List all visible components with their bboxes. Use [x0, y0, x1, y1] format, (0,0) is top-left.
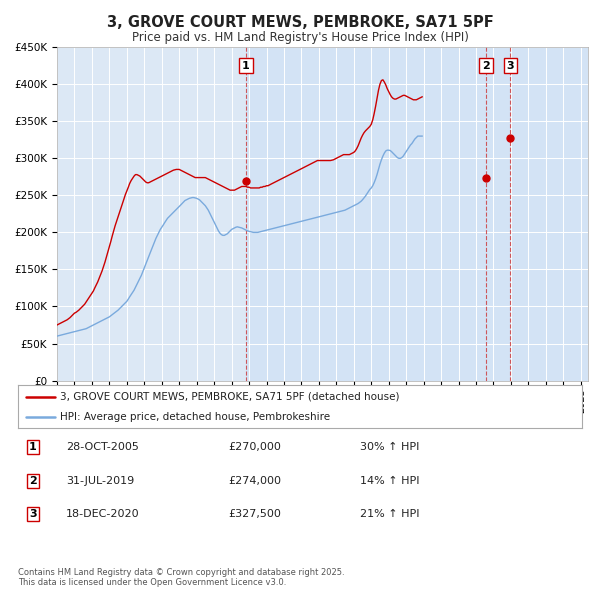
Text: 30% ↑ HPI: 30% ↑ HPI — [360, 442, 419, 452]
Text: 1: 1 — [29, 442, 37, 452]
Text: 14% ↑ HPI: 14% ↑ HPI — [360, 476, 419, 486]
Text: £274,000: £274,000 — [228, 476, 281, 486]
Text: 21% ↑ HPI: 21% ↑ HPI — [360, 510, 419, 519]
Text: 3, GROVE COURT MEWS, PEMBROKE, SA71 5PF (detached house): 3, GROVE COURT MEWS, PEMBROKE, SA71 5PF … — [60, 392, 400, 402]
Text: 31-JUL-2019: 31-JUL-2019 — [66, 476, 134, 486]
Text: 28-OCT-2005: 28-OCT-2005 — [66, 442, 139, 452]
Text: 3: 3 — [29, 510, 37, 519]
Text: Contains HM Land Registry data © Crown copyright and database right 2025.
This d: Contains HM Land Registry data © Crown c… — [18, 568, 344, 587]
Text: 2: 2 — [482, 61, 490, 71]
Bar — [246, 47, 588, 381]
Text: Price paid vs. HM Land Registry's House Price Index (HPI): Price paid vs. HM Land Registry's House … — [131, 31, 469, 44]
Text: 3: 3 — [506, 61, 514, 71]
Text: 2: 2 — [29, 476, 37, 486]
Text: £270,000: £270,000 — [228, 442, 281, 452]
Text: 1: 1 — [242, 61, 250, 71]
Text: 18-DEC-2020: 18-DEC-2020 — [66, 510, 140, 519]
Text: £327,500: £327,500 — [228, 510, 281, 519]
Text: 3, GROVE COURT MEWS, PEMBROKE, SA71 5PF: 3, GROVE COURT MEWS, PEMBROKE, SA71 5PF — [107, 15, 493, 30]
Text: HPI: Average price, detached house, Pembrokeshire: HPI: Average price, detached house, Pemb… — [60, 412, 331, 422]
